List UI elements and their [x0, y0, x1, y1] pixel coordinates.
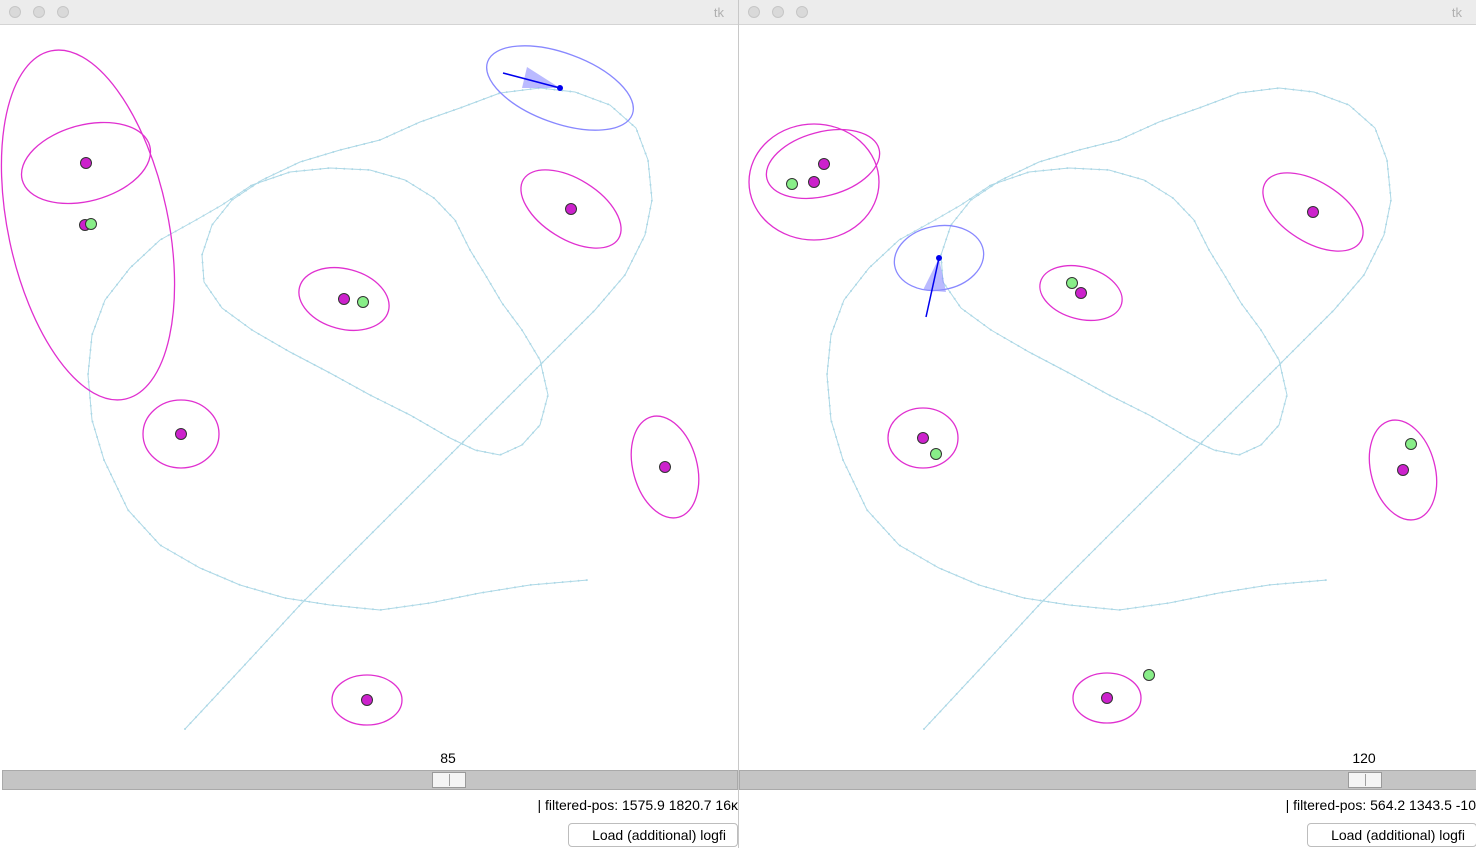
landmark-marker	[818, 158, 830, 170]
landmark-uncertainty-ellipse	[887, 407, 959, 469]
landmark-marker	[1075, 287, 1087, 299]
landmark-marker	[338, 293, 350, 305]
zoom-window-button[interactable]	[796, 6, 808, 18]
title-bar[interactable]: tk	[739, 0, 1476, 25]
observation-marker	[786, 178, 798, 190]
landmark-marker	[175, 428, 187, 440]
status-text: | filtered-pos: 564.2 1343.5 -10	[1285, 797, 1476, 813]
window-title: tk	[713, 5, 724, 20]
robot-uncertainty-ellipse	[486, 45, 634, 131]
trajectory-path	[825, 86, 1393, 730]
landmark-uncertainty-ellipse	[630, 415, 700, 519]
observation-marker	[357, 296, 369, 308]
landmark-uncertainty-ellipse	[765, 128, 881, 200]
landmark-marker	[659, 461, 671, 473]
minimize-window-button[interactable]	[33, 6, 45, 18]
landmark-marker	[917, 432, 929, 444]
slider-thumb[interactable]	[432, 772, 466, 788]
observation-marker	[930, 448, 942, 460]
window-title: tk	[1451, 5, 1462, 20]
slider-thumb[interactable]	[1348, 772, 1382, 788]
landmark-marker	[361, 694, 373, 706]
landmark-uncertainty-ellipse	[1262, 172, 1364, 252]
title-bar[interactable]: tk	[0, 0, 738, 25]
observation-marker	[1143, 669, 1155, 681]
landmark-marker	[808, 176, 820, 188]
trajectory-path	[86, 86, 654, 730]
observation-marker	[85, 218, 97, 230]
landmark-marker	[80, 157, 92, 169]
landmark-uncertainty-ellipse	[1072, 672, 1142, 724]
landmark-uncertainty-ellipse	[331, 674, 403, 726]
trajectory-line	[826, 87, 1392, 730]
landmark-uncertainty-ellipse	[1039, 264, 1123, 322]
robot-position-marker	[557, 85, 563, 91]
landmark-marker	[1397, 464, 1409, 476]
load-logfile-button[interactable]: Load (additional) logfi	[568, 823, 738, 847]
slider-value-label: 120	[1352, 750, 1376, 766]
landmark-marker	[1307, 206, 1319, 218]
landmark-uncertainty-ellipse	[0, 49, 176, 401]
tk-window-right: tk 120 | filtered-pos: 564.2 1343.5 -10 …	[738, 0, 1476, 848]
timestep-slider[interactable]	[2, 770, 738, 790]
load-logfile-button[interactable]: Load (additional) logfi	[1307, 823, 1476, 847]
landmark-uncertainty-ellipse	[748, 123, 880, 241]
timestep-slider[interactable]	[739, 770, 1476, 790]
robot-heading-line	[925, 257, 940, 318]
landmark-uncertainty-ellipse	[20, 121, 152, 205]
map-canvas	[0, 45, 700, 730]
landmark-marker	[1101, 692, 1113, 704]
landmark-uncertainty-ellipse	[1368, 419, 1438, 521]
map-canvas	[748, 86, 1438, 730]
observation-marker	[1066, 277, 1078, 289]
robot-heading-line	[502, 72, 561, 89]
robot-position-marker	[936, 255, 942, 261]
trajectory-line	[87, 87, 653, 730]
minimize-window-button[interactable]	[772, 6, 784, 18]
landmark-uncertainty-ellipse	[142, 399, 220, 469]
status-text: | filtered-pos: 1575.9 1820.7 16ĸ	[537, 797, 738, 813]
landmark-uncertainty-ellipse	[298, 267, 390, 331]
close-window-button[interactable]	[9, 6, 21, 18]
observation-marker	[1405, 438, 1417, 450]
tk-window-left: tk 85 | filtered-pos: 1575.9 1820.7 16ĸ …	[0, 0, 738, 848]
landmark-uncertainty-ellipse	[520, 169, 622, 249]
slider-value-label: 85	[440, 750, 456, 766]
robot-heading-wedge	[522, 67, 560, 88]
zoom-window-button[interactable]	[57, 6, 69, 18]
close-window-button[interactable]	[748, 6, 760, 18]
landmark-marker	[565, 203, 577, 215]
